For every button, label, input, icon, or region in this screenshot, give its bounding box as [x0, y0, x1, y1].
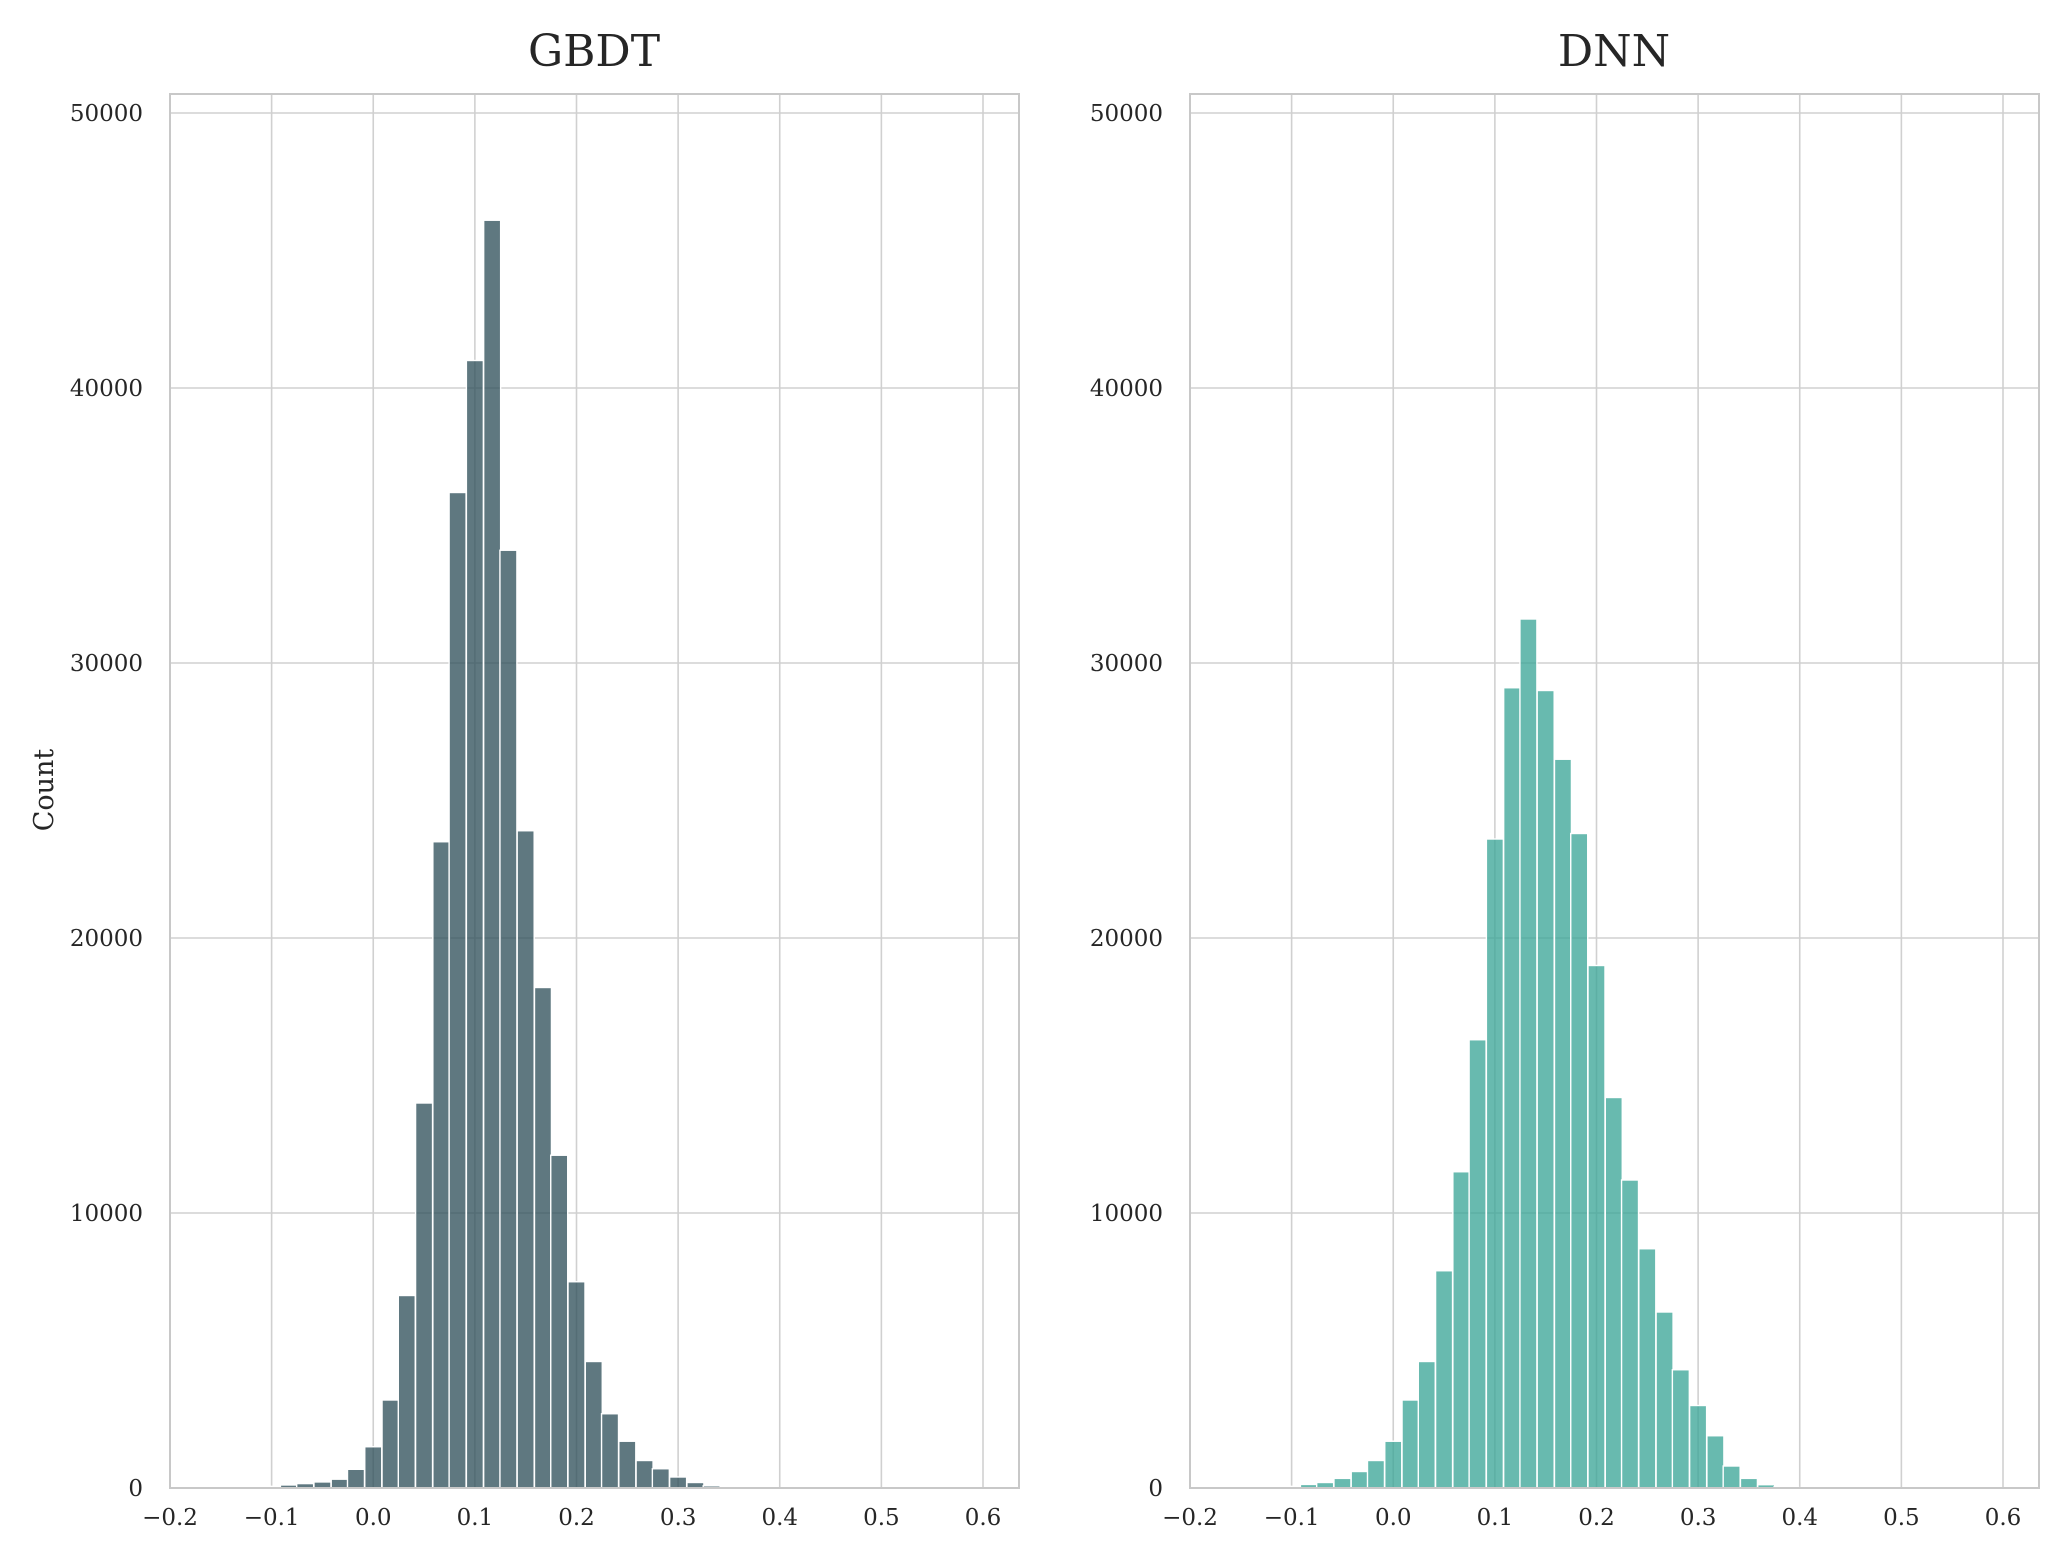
- y-axis-label: Count: [29, 749, 60, 832]
- x-tick-label: 0.5: [1883, 1505, 1920, 1531]
- x-tick-label: 0.2: [1578, 1505, 1615, 1531]
- histogram-bar: [1452, 1171, 1471, 1489]
- histogram-bar: [1434, 1270, 1454, 1489]
- y-tick-label: 30000: [70, 651, 143, 677]
- histogram-bar: [1366, 1459, 1386, 1489]
- x-tick-label: −0.1: [244, 1505, 300, 1531]
- histogram-bar: [1706, 1435, 1725, 1489]
- y-tick-label: 40000: [70, 376, 143, 402]
- histogram-bar: [1384, 1440, 1403, 1489]
- y-tick-label: 0: [1148, 1476, 1163, 1502]
- y-tick-label: 20000: [70, 926, 143, 952]
- bars-gbdt: [178, 219, 789, 1489]
- histogram-bar: [1468, 1039, 1487, 1489]
- histogram-bar: [1553, 758, 1573, 1489]
- histogram-bar: [1587, 964, 1606, 1489]
- histogram-bar: [635, 1459, 654, 1489]
- histogram-bar: [1519, 618, 1538, 1489]
- y-tick-label: 10000: [1090, 1201, 1163, 1227]
- y-tick-label: 30000: [1090, 651, 1163, 677]
- x-tick-label: −0.2: [142, 1505, 198, 1531]
- panel-dnn: DNN −0.2 −0.1 0.0 0.1 0.2 0.3 0.4 0.5 0.6 0 10000 2…: [1090, 26, 2040, 1531]
- panel-gbdt: GBDT −0.2 −0.1 0.0 0.1 0.2 0.3 0.4 0.5 0.6 0 10000…: [70, 26, 1020, 1531]
- histogram-bar: [567, 1281, 586, 1489]
- y-tick-label: 40000: [1090, 376, 1163, 402]
- histogram-bar: [432, 841, 451, 1489]
- ticks-dnn: −0.2 −0.1 0.0 0.1 0.2 0.3 0.4 0.5 0.6 0 10000 20000…: [1090, 101, 2021, 1531]
- y-tick-label: 0: [128, 1476, 143, 1502]
- x-tick-label: 0.4: [1781, 1505, 1818, 1531]
- histogram-bar: [448, 491, 467, 1489]
- histogram-bar: [1333, 1477, 1352, 1489]
- plot-frame-gbdt: [169, 93, 1020, 1489]
- bars-dnn: [1231, 618, 1827, 1489]
- x-tick-label: −0.1: [1264, 1505, 1320, 1531]
- x-tick-label: 0.1: [1477, 1505, 1514, 1531]
- histogram-bar: [381, 1399, 400, 1489]
- histogram-bar: [397, 1294, 416, 1489]
- histogram-bar: [1502, 687, 1522, 1489]
- x-tick-label: 0.3: [1680, 1505, 1717, 1531]
- histogram-bar: [346, 1468, 366, 1489]
- histogram-bar: [414, 1102, 434, 1489]
- x-tick-label: 0.6: [965, 1505, 1002, 1531]
- x-tick-label: 0.3: [660, 1505, 697, 1531]
- histogram-bar: [1570, 832, 1589, 1489]
- y-tick-label: 50000: [1090, 101, 1163, 127]
- histogram-bar: [1485, 838, 1505, 1489]
- histogram-bar: [1350, 1470, 1369, 1489]
- histogram-bar: [1638, 1248, 1657, 1489]
- y-tick-label: 20000: [1090, 926, 1163, 952]
- y-tick-label: 50000: [70, 101, 143, 127]
- histogram-bar: [651, 1468, 671, 1489]
- gridlines-gbdt: [169, 94, 1019, 1489]
- histogram-bar: [600, 1413, 620, 1489]
- histogram-bar: [1655, 1311, 1674, 1489]
- histogram-bar: [1688, 1404, 1708, 1489]
- histogram-bar: [618, 1440, 637, 1489]
- panel-title-dnn: DNN: [1558, 26, 1670, 77]
- x-tick-label: 0.1: [457, 1505, 494, 1531]
- x-tick-label: 0.0: [355, 1505, 392, 1531]
- panel-title-gbdt: GBDT: [528, 26, 660, 77]
- histogram-bar: [1620, 1179, 1640, 1489]
- plot-frame-dnn: [1189, 93, 2040, 1489]
- histogram-bar: [465, 359, 485, 1489]
- x-tick-label: 0.6: [1985, 1505, 2022, 1531]
- histogram-bar: [1722, 1465, 1741, 1489]
- histogram-bar: [1536, 689, 1555, 1489]
- histogram-bar: [1671, 1369, 1691, 1489]
- histogram-bar: [516, 830, 535, 1489]
- histogram-bar: [1401, 1399, 1420, 1489]
- histogram-bar: [1739, 1477, 1759, 1489]
- x-tick-label: 0.0: [1375, 1505, 1412, 1531]
- histogram-bar: [482, 219, 502, 1489]
- histogram-bar: [1604, 1096, 1623, 1489]
- histogram-bar: [668, 1476, 688, 1489]
- histogram-bar: [550, 1154, 569, 1489]
- ticks-gbdt: −0.2 −0.1 0.0 0.1 0.2 0.3 0.4 0.5 0.6 0 10000 20000…: [70, 101, 1001, 1531]
- x-tick-label: 0.2: [558, 1505, 595, 1531]
- x-tick-label: 0.5: [863, 1505, 900, 1531]
- y-tick-label: 10000: [70, 1201, 143, 1227]
- histogram-bar: [1417, 1360, 1436, 1489]
- histogram-bar: [584, 1360, 603, 1489]
- histogram-bar: [499, 549, 518, 1489]
- histogram-bar: [364, 1446, 383, 1489]
- x-tick-label: 0.4: [761, 1505, 798, 1531]
- histogram-bar: [533, 986, 553, 1489]
- x-tick-label: −0.2: [1162, 1505, 1218, 1531]
- histogram-bar: [330, 1478, 349, 1489]
